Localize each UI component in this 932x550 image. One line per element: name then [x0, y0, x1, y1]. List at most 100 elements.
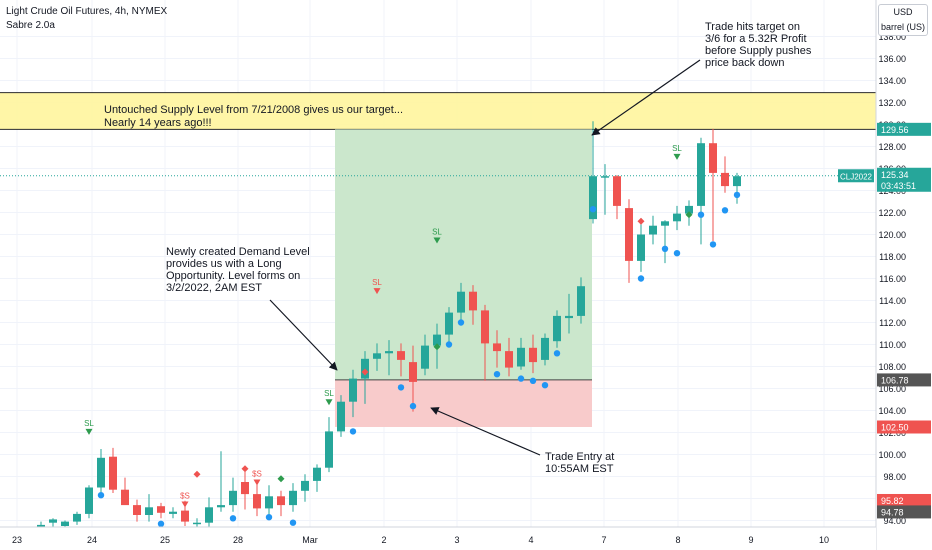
candle: [349, 369, 357, 418]
candle-body: [613, 176, 621, 206]
signal-diamond: [433, 343, 441, 351]
y-tick-label: 98.00: [883, 472, 906, 482]
countdown-text: 03:43:51: [881, 181, 916, 191]
candle-body: [349, 378, 357, 402]
signal-dot: [349, 428, 357, 435]
candle-body: [481, 310, 489, 344]
candle: [205, 497, 213, 528]
candle: [493, 330, 501, 368]
low-gray-tag: [877, 505, 931, 519]
loss-zone: [335, 379, 592, 427]
candle-body: [565, 315, 573, 319]
candle-body: [61, 521, 69, 526]
candle: [217, 451, 225, 512]
chart-title[interactable]: Light Crude Oil Futures, 4h, NYMEX: [6, 6, 168, 17]
stop-price-tag: [877, 420, 931, 434]
candle: [625, 199, 633, 283]
candle-body: [421, 345, 429, 369]
candle-body: [229, 490, 237, 506]
signal-dot: [229, 515, 237, 522]
candle: [697, 137, 705, 245]
sl-label: SL: [432, 228, 442, 237]
y-tick-label: 112.00: [879, 318, 906, 328]
time-axis-bg[interactable]: [0, 527, 876, 550]
sl-triangle: [181, 501, 189, 508]
candle-body: [37, 524, 45, 528]
candle: [97, 449, 105, 497]
x-tick-label: 25: [160, 535, 170, 545]
signal-dot: [589, 206, 597, 213]
entry-arrow: [430, 407, 541, 456]
signal-dot: [529, 377, 537, 384]
candle: [193, 518, 201, 528]
y-tick-label: 108.00: [878, 362, 906, 372]
x-tick-label: 24: [87, 535, 97, 545]
candle-body: [697, 143, 705, 206]
target-annotation: price back down: [705, 57, 785, 69]
unit-label[interactable]: barrel (US): [880, 22, 925, 32]
candle: [265, 485, 273, 515]
candle-body: [469, 291, 477, 311]
low-red-tag-text: 95.82: [881, 496, 904, 506]
candle-body: [73, 513, 81, 522]
signal-dot: [709, 241, 717, 248]
x-tick-label: 10: [819, 535, 829, 545]
candle-body: [169, 511, 177, 514]
signal-dot: [541, 382, 549, 389]
currency-label[interactable]: USD: [893, 7, 913, 17]
last-price-text: 125.34: [881, 170, 909, 180]
candle: [301, 474, 309, 502]
signal-markers: SL SL SL SL SL $S $S: [84, 144, 741, 527]
candle: [313, 464, 321, 492]
sl-triangle: [253, 479, 261, 486]
candle: [601, 164, 609, 215]
x-tick-label: 28: [233, 535, 243, 545]
candle-body: [109, 456, 117, 490]
signal-dot: [517, 375, 525, 382]
sl-label: SL: [372, 278, 382, 287]
candle: [277, 490, 285, 517]
candle-body: [637, 234, 645, 261]
candle-body: [505, 351, 513, 368]
candle-body: [493, 343, 501, 352]
signal-diamond: [277, 475, 285, 483]
candle-body: [325, 431, 333, 468]
sl-label: SL: [324, 389, 334, 398]
y-tick-label: 116.00: [879, 274, 906, 284]
sl-triangle: [373, 288, 381, 295]
y-tick-label: 120.00: [878, 230, 906, 240]
candle-body: [193, 522, 201, 525]
supply-annotation: Untouched Supply Level from 7/21/2008 gi…: [104, 104, 403, 116]
candle-body: [625, 208, 633, 261]
candle: [637, 218, 645, 272]
entry-price-tag: [877, 373, 931, 387]
signal-dot: [721, 207, 729, 214]
candle: [721, 156, 729, 193]
y-tick-label: 138.00: [878, 32, 906, 42]
signal-dot: [457, 319, 465, 326]
last-price-tag: [877, 167, 931, 192]
demand-annotation: Newly created Demand Level: [166, 246, 310, 258]
candle: [61, 520, 69, 528]
candle: [145, 494, 153, 522]
indicator-label[interactable]: Sabre 2.0a: [6, 20, 55, 31]
symbol-tag-text: CLJ2022: [840, 172, 873, 181]
currency-selector[interactable]: USD barrel (US): [878, 4, 928, 36]
candle: [409, 345, 417, 412]
signal-diamond: [361, 368, 369, 376]
candle-body: [289, 490, 297, 506]
signal-dot: [397, 384, 405, 391]
candle: [709, 128, 717, 242]
entry-annotation: 10:55AM EST: [545, 463, 614, 475]
y-tick-label: 100.00: [878, 450, 906, 460]
candle: [133, 499, 141, 522]
candle-body: [253, 494, 261, 509]
price-axis-bg[interactable]: [876, 0, 932, 550]
sl-triangle: [673, 153, 681, 160]
candle: [73, 511, 81, 525]
signal-dot: [637, 275, 645, 282]
entry-annotation: Trade Entry at: [545, 451, 614, 463]
candle-body: [733, 176, 741, 187]
y-tick-label: 94.00: [883, 516, 906, 526]
